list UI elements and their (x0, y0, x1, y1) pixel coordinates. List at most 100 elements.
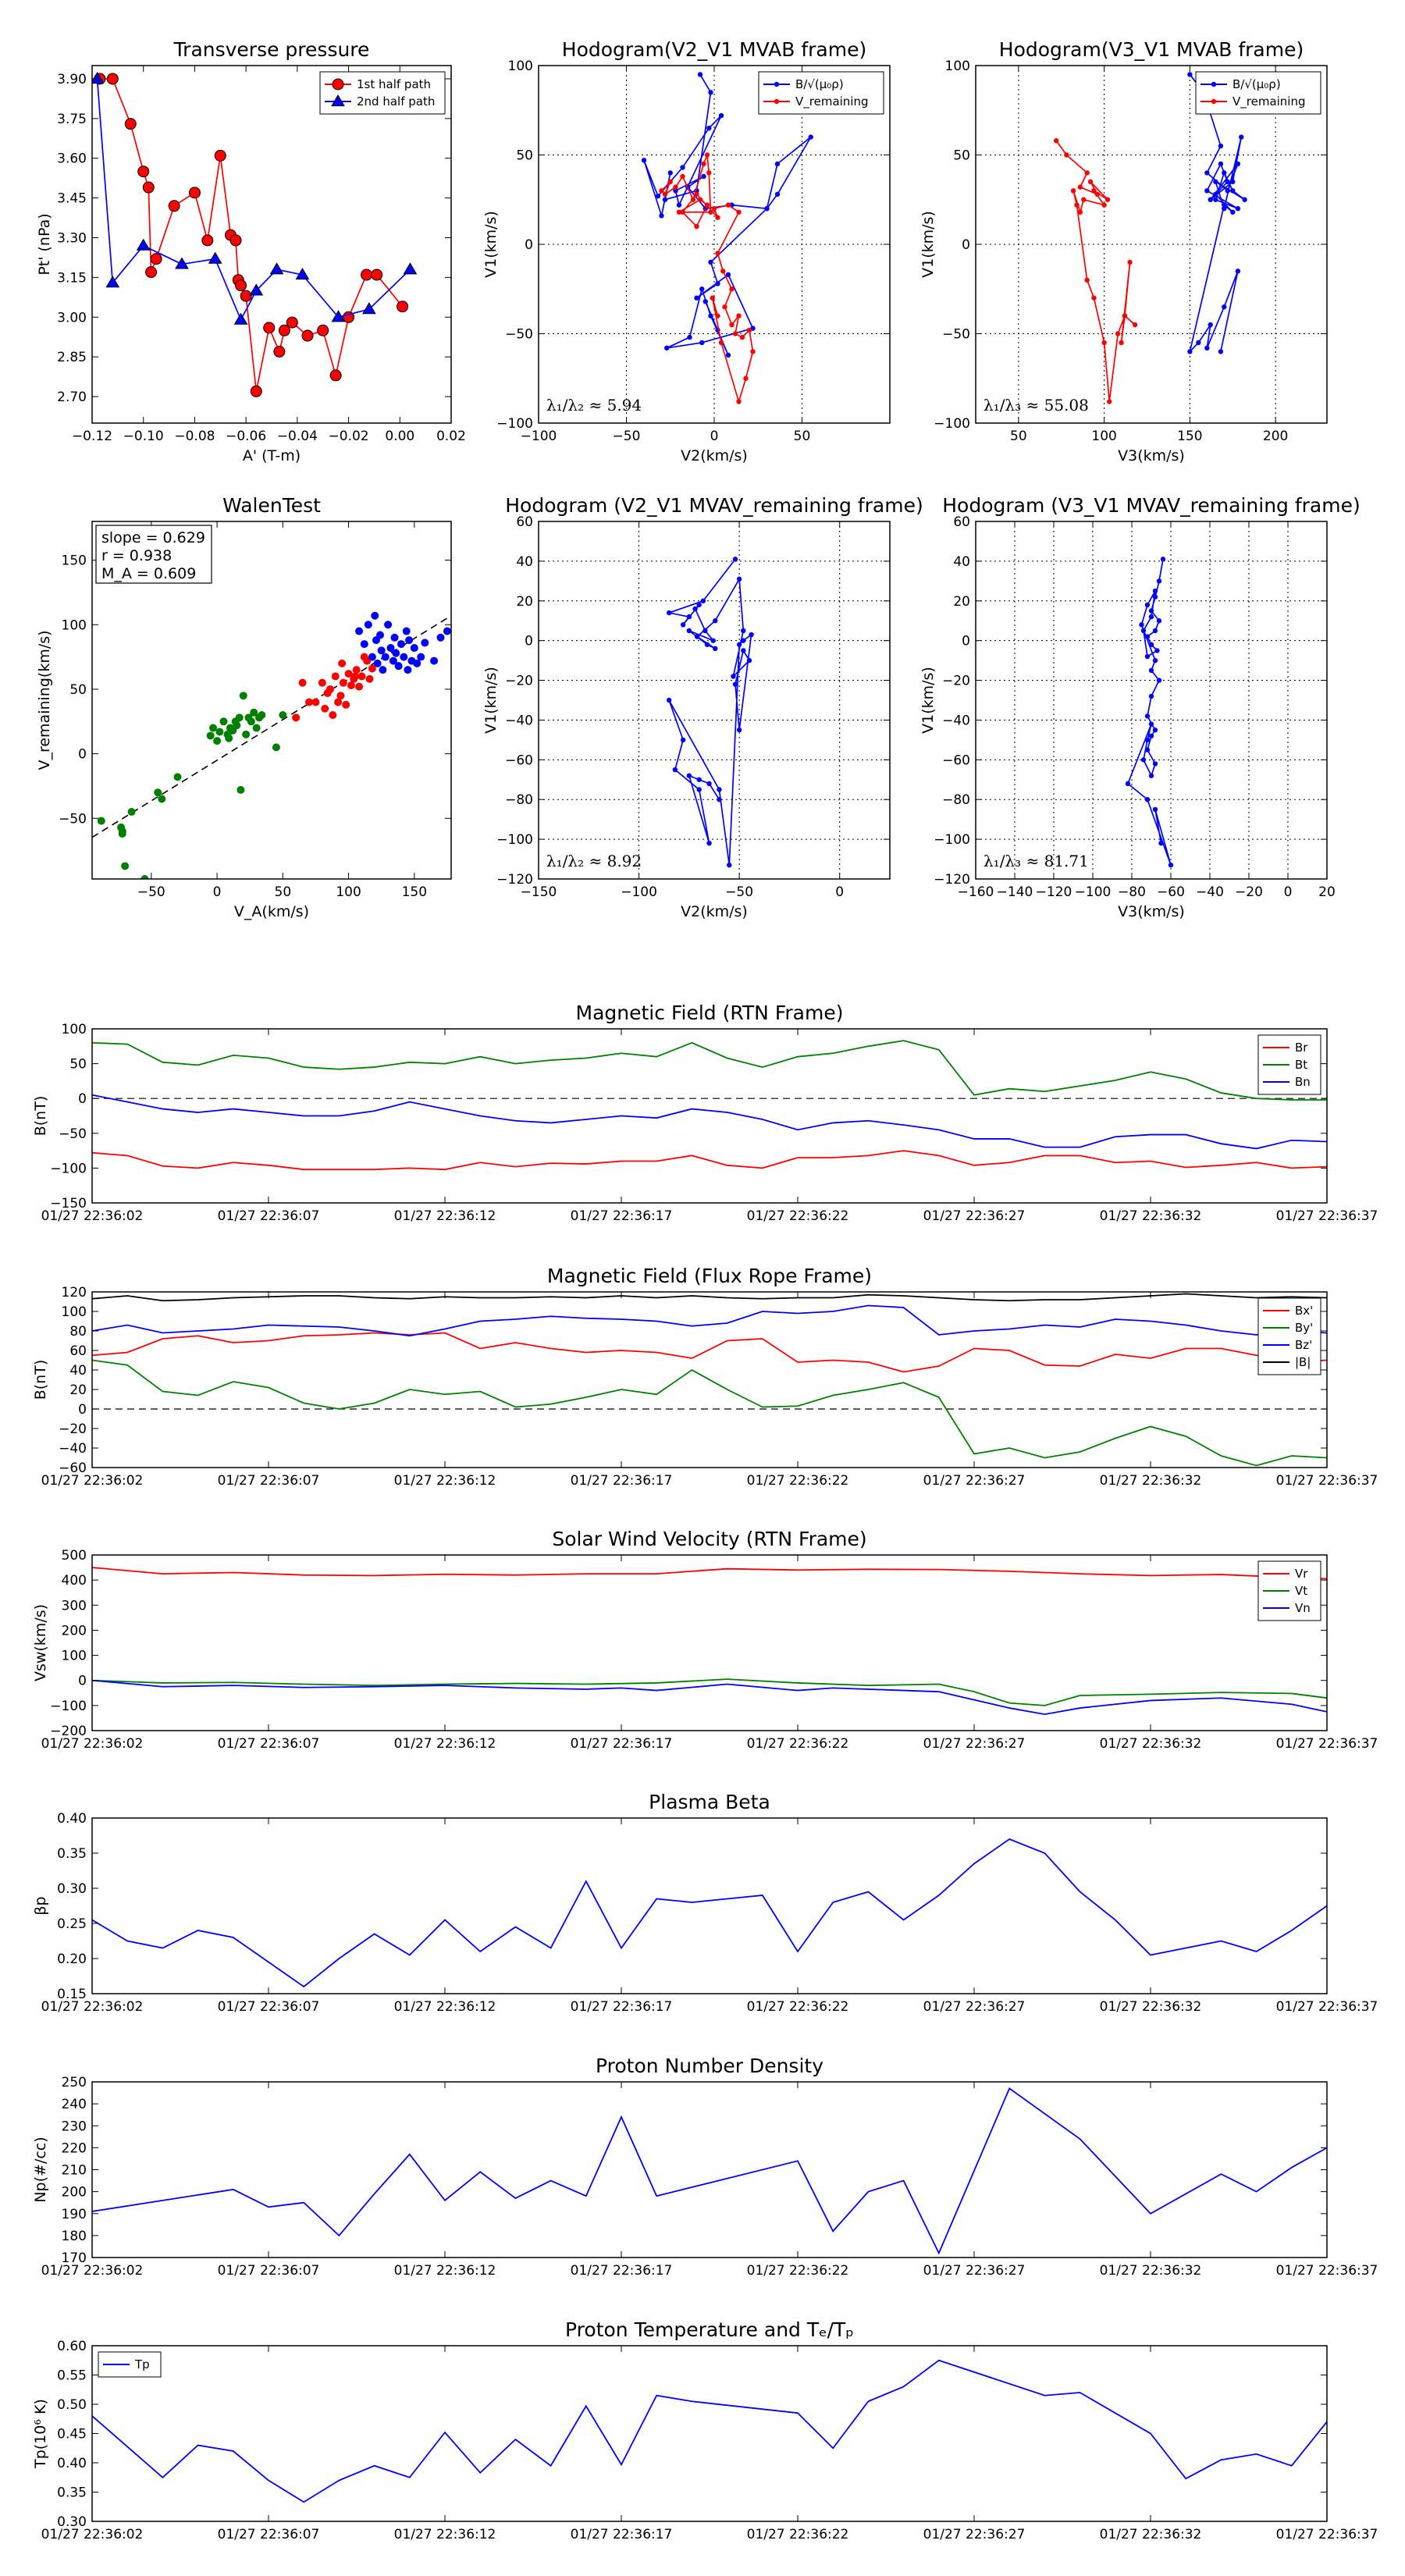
data-point (736, 727, 742, 733)
data-point (1122, 313, 1128, 318)
data-point (702, 628, 708, 634)
data-point (704, 152, 710, 158)
data-point (1101, 202, 1107, 208)
y-tick-label: 3.15 (57, 270, 87, 286)
x-tick-label: −100 (621, 884, 657, 900)
legend-box (758, 71, 884, 115)
y-axis-label: V1(km/s) (919, 667, 937, 734)
data-point (92, 71, 105, 84)
data-point (1148, 667, 1154, 674)
data-point (732, 681, 738, 687)
data-point (1218, 349, 1224, 354)
data-point (295, 268, 310, 280)
data-point (736, 313, 742, 318)
data-point (1077, 184, 1083, 190)
plot-area (641, 72, 813, 404)
y-tick-label: 60 (516, 514, 533, 530)
x-tick-label: 01/27 22:36:37 (1276, 1999, 1378, 2015)
series-line-0 (92, 1567, 1327, 1580)
stats-line: slope = 0.629 (101, 529, 205, 546)
plot-area (92, 1838, 1327, 1988)
data-point (1148, 693, 1154, 699)
series-line-0 (92, 1150, 1327, 1171)
data-point (1148, 721, 1154, 727)
x-tick-label: 01/27 22:36:27 (923, 1736, 1026, 1752)
data-point (1204, 170, 1210, 176)
stats-box (95, 525, 212, 584)
legend-label: |B| (1295, 1355, 1311, 1369)
y-tick-label: 3.45 (57, 191, 87, 207)
data-point (417, 653, 425, 661)
data-point (736, 399, 742, 404)
data-point (1053, 137, 1059, 144)
x-tick-label: 01/27 22:36:32 (1100, 2527, 1202, 2542)
x-tick-label: −160 (958, 884, 994, 900)
plot-area (92, 71, 418, 397)
data-point (173, 773, 182, 781)
stats-line: M_A = 0.609 (101, 565, 196, 582)
x-tick-label: 01/27 22:36:37 (1276, 1473, 1378, 1489)
data-point (1152, 761, 1158, 767)
y-tick-label: 60 (953, 514, 970, 530)
data-point (743, 375, 749, 381)
data-point (269, 262, 284, 275)
x-tick-label: 01/27 22:36:12 (394, 2263, 496, 2279)
data-point (694, 295, 699, 301)
data-point (301, 329, 314, 342)
y-tick-label: −100 (50, 1161, 87, 1176)
x-tick-label: −150 (521, 884, 557, 900)
data-point (680, 173, 685, 180)
y-axis-label: V1(km/s) (482, 667, 500, 734)
x-tick-label: 150 (1177, 429, 1202, 444)
y-tick-label: −120 (934, 872, 970, 888)
legend-marker (774, 98, 780, 105)
data-point (1081, 197, 1087, 202)
y-tick-label: −50 (59, 811, 87, 827)
data-point (355, 682, 364, 691)
data-point (1213, 179, 1218, 185)
legend-label: B/√(μ₀ρ) (795, 77, 844, 91)
data-point (206, 731, 215, 740)
data-point (329, 711, 337, 720)
x-tick-label: 01/27 22:36:07 (218, 1736, 320, 1752)
data-point (1107, 399, 1112, 404)
x-tick-label: −50 (725, 884, 753, 900)
y-tick-label: 3.30 (57, 231, 87, 247)
data-point (697, 197, 703, 202)
series-line-0 (99, 78, 404, 392)
data-point (1230, 179, 1236, 185)
chart-panel-9: 01/27 22:36:02 01/27 22:36:07 01/27 22:36:… (32, 1791, 1378, 2015)
x-tick-label: 0 (213, 884, 222, 900)
data-point (127, 808, 136, 817)
chart-title: Proton Number Density (596, 2055, 823, 2077)
y-tick-label: 500 (62, 1548, 87, 1564)
data-point (1222, 202, 1227, 208)
y-axis-label: V1(km/s) (919, 211, 937, 278)
chart-panel-4: −150 −100 −50 0 −120 −100 −80 −60 −40 −20 0 20 40 60H… (482, 494, 923, 920)
x-tick-label: 01/27 22:36:17 (571, 2263, 673, 2279)
y-tick-label: −150 (50, 1196, 87, 1212)
data-point (403, 262, 418, 275)
data-point (718, 112, 724, 119)
data-point (696, 777, 702, 782)
y-tick-label: −60 (942, 753, 970, 768)
data-point (1101, 340, 1107, 346)
data-point (686, 628, 692, 634)
eigenvalue-ratio: λ₁/λ₂ ≈ 5.94 (546, 396, 642, 415)
data-point (699, 340, 705, 346)
data-point (736, 642, 742, 647)
data-point (746, 327, 752, 333)
plot-area (1125, 557, 1174, 868)
x-tick-label: −80 (1118, 884, 1146, 900)
data-point (142, 181, 155, 194)
data-point (1213, 197, 1218, 202)
data-point (1152, 628, 1158, 634)
data-point (1127, 259, 1133, 265)
data-point (1148, 773, 1154, 778)
data-point (676, 209, 682, 215)
chart-title: Hodogram (V3_V1 MVAV_remaining frame) (942, 494, 1361, 517)
axes-frame (91, 1817, 1328, 1994)
x-tick-label: 01/27 22:36:12 (394, 1208, 496, 1224)
data-point (736, 576, 742, 582)
data-point (1156, 678, 1162, 683)
